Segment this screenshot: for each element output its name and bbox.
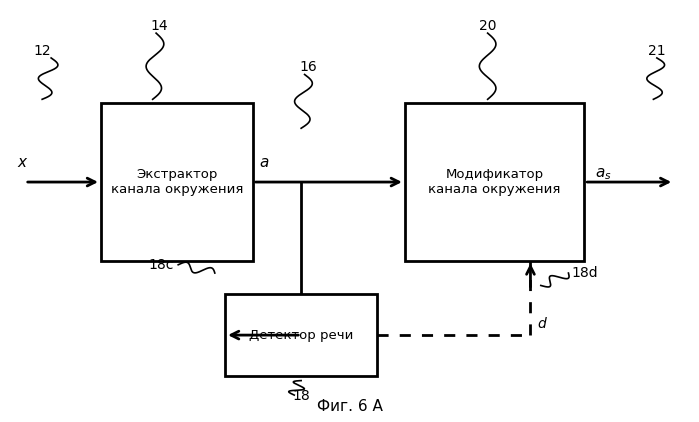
Bar — [101, 103, 253, 261]
Bar — [225, 294, 377, 376]
Text: 18c: 18c — [148, 258, 173, 272]
Text: a: a — [260, 154, 269, 170]
Text: 14: 14 — [151, 19, 168, 33]
Text: Фиг. 6 А: Фиг. 6 А — [317, 399, 382, 414]
Text: 18: 18 — [292, 390, 310, 403]
Text: 16: 16 — [299, 60, 317, 75]
Text: $a_s$: $a_s$ — [595, 166, 612, 181]
Text: Экстрактор
канала окружения: Экстрактор канала окружения — [110, 168, 243, 196]
Text: d: d — [538, 317, 546, 331]
Text: 12: 12 — [34, 44, 51, 58]
Text: 20: 20 — [479, 19, 496, 33]
Text: 18d: 18d — [572, 266, 598, 280]
Text: Модификатор
канала окружения: Модификатор канала окружения — [428, 168, 561, 196]
Text: 21: 21 — [648, 44, 665, 58]
Text: x: x — [17, 154, 26, 170]
Bar — [405, 103, 584, 261]
Text: Детектор речи: Детектор речи — [249, 329, 353, 341]
